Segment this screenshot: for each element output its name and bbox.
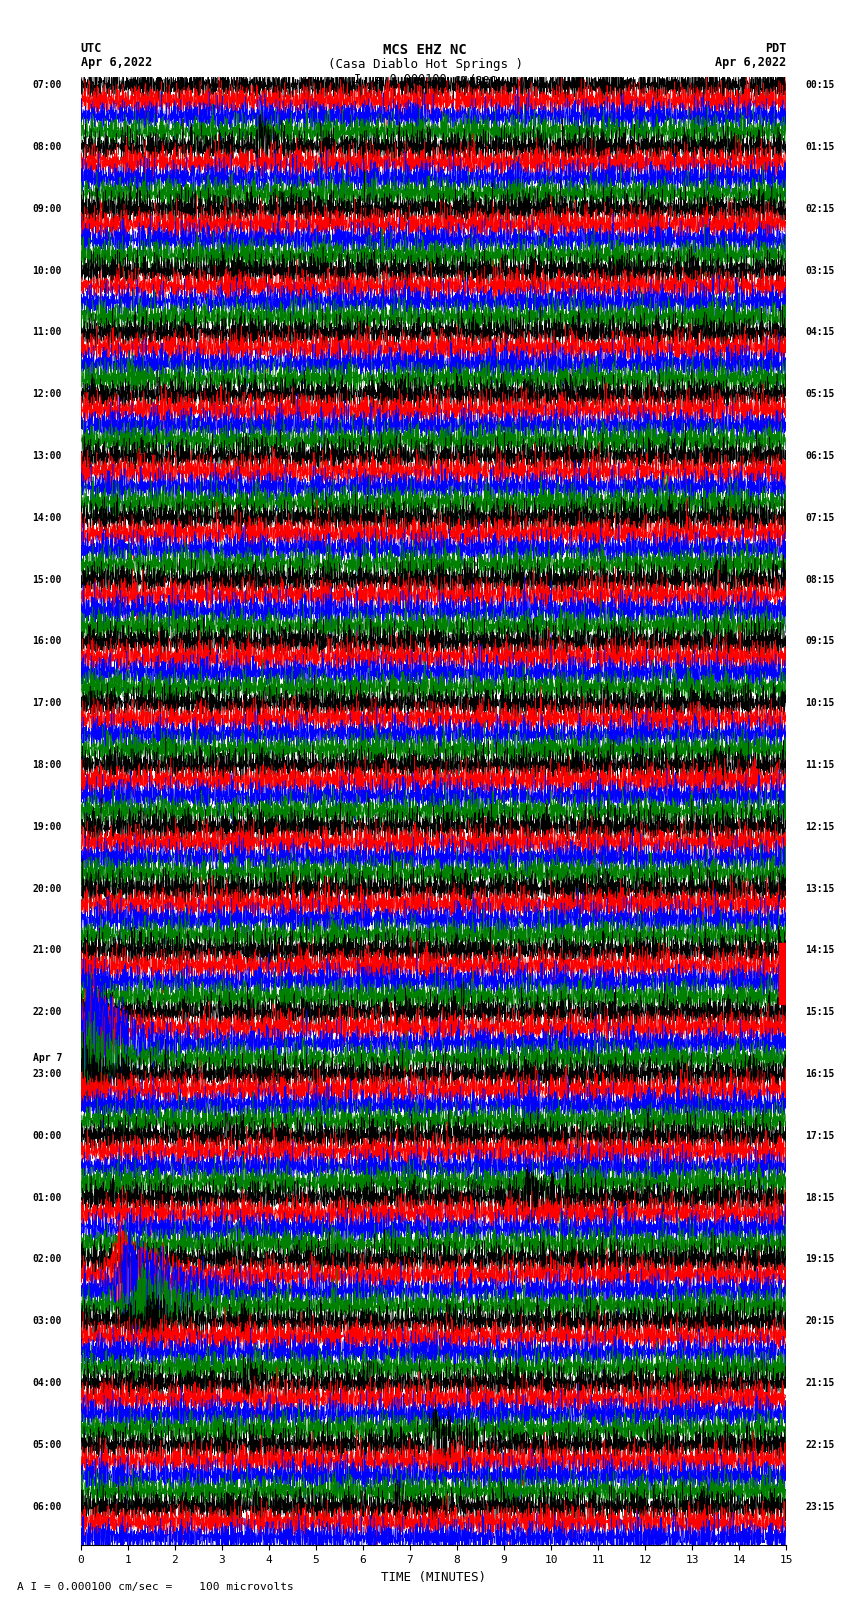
Text: I  = 0.000100 cm/sec: I = 0.000100 cm/sec bbox=[354, 73, 496, 85]
Text: 01:00: 01:00 bbox=[32, 1192, 62, 1203]
Text: 21:15: 21:15 bbox=[805, 1378, 835, 1389]
Text: 13:00: 13:00 bbox=[32, 452, 62, 461]
Text: 00:00: 00:00 bbox=[32, 1131, 62, 1140]
Text: 17:00: 17:00 bbox=[32, 698, 62, 708]
Text: 11:00: 11:00 bbox=[32, 327, 62, 337]
Text: Apr 6,2022: Apr 6,2022 bbox=[715, 56, 786, 69]
Text: 18:15: 18:15 bbox=[805, 1192, 835, 1203]
Text: 23:00: 23:00 bbox=[32, 1069, 62, 1079]
Text: A I = 0.000100 cm/sec =    100 microvolts: A I = 0.000100 cm/sec = 100 microvolts bbox=[17, 1582, 294, 1592]
Text: 16:15: 16:15 bbox=[805, 1069, 835, 1079]
Text: 06:00: 06:00 bbox=[32, 1502, 62, 1511]
Text: 07:15: 07:15 bbox=[805, 513, 835, 523]
Text: 13:15: 13:15 bbox=[805, 884, 835, 894]
Text: 22:00: 22:00 bbox=[32, 1007, 62, 1018]
Text: 08:00: 08:00 bbox=[32, 142, 62, 152]
Text: 01:15: 01:15 bbox=[805, 142, 835, 152]
Text: 16:00: 16:00 bbox=[32, 637, 62, 647]
Text: 17:15: 17:15 bbox=[805, 1131, 835, 1140]
Text: (Casa Diablo Hot Springs ): (Casa Diablo Hot Springs ) bbox=[327, 58, 523, 71]
Text: 09:00: 09:00 bbox=[32, 203, 62, 215]
Text: PDT: PDT bbox=[765, 42, 786, 55]
Text: 08:15: 08:15 bbox=[805, 574, 835, 584]
Text: 05:15: 05:15 bbox=[805, 389, 835, 398]
Text: 04:00: 04:00 bbox=[32, 1378, 62, 1389]
Text: 19:15: 19:15 bbox=[805, 1255, 835, 1265]
Text: 18:00: 18:00 bbox=[32, 760, 62, 769]
Text: Apr 6,2022: Apr 6,2022 bbox=[81, 56, 152, 69]
Text: 22:15: 22:15 bbox=[805, 1440, 835, 1450]
Text: 12:00: 12:00 bbox=[32, 389, 62, 398]
Text: 03:15: 03:15 bbox=[805, 266, 835, 276]
Text: 11:15: 11:15 bbox=[805, 760, 835, 769]
X-axis label: TIME (MINUTES): TIME (MINUTES) bbox=[381, 1571, 486, 1584]
Text: 03:00: 03:00 bbox=[32, 1316, 62, 1326]
Text: 02:00: 02:00 bbox=[32, 1255, 62, 1265]
Text: 10:15: 10:15 bbox=[805, 698, 835, 708]
Text: MCS EHZ NC: MCS EHZ NC bbox=[383, 44, 467, 56]
Text: 14:15: 14:15 bbox=[805, 945, 835, 955]
Text: 21:00: 21:00 bbox=[32, 945, 62, 955]
Text: 20:00: 20:00 bbox=[32, 884, 62, 894]
Text: 14:00: 14:00 bbox=[32, 513, 62, 523]
Text: 20:15: 20:15 bbox=[805, 1316, 835, 1326]
Text: UTC: UTC bbox=[81, 42, 102, 55]
Text: 15:15: 15:15 bbox=[805, 1007, 835, 1018]
Text: 06:15: 06:15 bbox=[805, 452, 835, 461]
Text: 23:15: 23:15 bbox=[805, 1502, 835, 1511]
Text: 07:00: 07:00 bbox=[32, 81, 62, 90]
Text: 12:15: 12:15 bbox=[805, 821, 835, 832]
Text: Apr 7: Apr 7 bbox=[32, 1053, 62, 1063]
Text: 02:15: 02:15 bbox=[805, 203, 835, 215]
Text: 09:15: 09:15 bbox=[805, 637, 835, 647]
Text: 00:15: 00:15 bbox=[805, 81, 835, 90]
Text: 10:00: 10:00 bbox=[32, 266, 62, 276]
Text: 05:00: 05:00 bbox=[32, 1440, 62, 1450]
Bar bbox=[779, 942, 786, 1005]
Text: 19:00: 19:00 bbox=[32, 821, 62, 832]
Text: 04:15: 04:15 bbox=[805, 327, 835, 337]
Text: 15:00: 15:00 bbox=[32, 574, 62, 584]
